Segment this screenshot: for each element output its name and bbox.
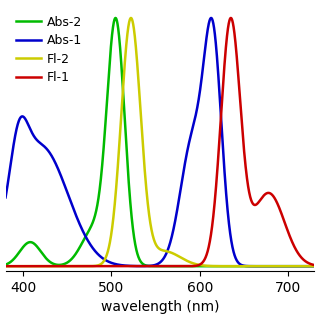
Abs-2 (4, 263, 7, 267)
X-axis label: wavelength (nm): wavelength (nm) (101, 300, 219, 315)
Fl-1 (313, 263, 316, 267)
Abs-1 (209, 16, 213, 20)
Fl-1 (273, 197, 277, 201)
Abs-1 (313, 264, 316, 268)
Abs-1 (307, 264, 310, 268)
Abs-1 (4, 196, 7, 199)
Fl-1 (39, 264, 43, 268)
Legend: Abs-2, Abs-1, Fl-2, Fl-1: Abs-2, Abs-1, Fl-2, Fl-1 (12, 12, 86, 88)
Fl-2 (122, 72, 126, 76)
Fl-2 (313, 264, 316, 268)
Line: Fl-2: Fl-2 (5, 18, 315, 266)
Fl-1 (307, 261, 310, 265)
Line: Abs-1: Abs-1 (5, 18, 315, 266)
Fl-2 (4, 264, 7, 268)
Fl-2 (39, 264, 43, 268)
Fl-1 (229, 16, 233, 20)
Abs-2 (57, 263, 61, 267)
Fl-2 (129, 16, 133, 20)
Fl-2 (273, 264, 277, 268)
Abs-2 (313, 264, 316, 268)
Abs-1 (135, 264, 139, 268)
Fl-2 (57, 264, 61, 268)
Abs-2 (136, 252, 140, 256)
Abs-2 (122, 107, 126, 110)
Abs-2 (273, 264, 277, 268)
Fl-1 (135, 264, 139, 268)
Abs-2 (114, 16, 117, 20)
Fl-2 (136, 65, 140, 69)
Fl-1 (57, 264, 61, 268)
Abs-2 (307, 264, 310, 268)
Abs-2 (39, 250, 43, 253)
Abs-1 (122, 264, 126, 268)
Fl-2 (307, 264, 310, 268)
Fl-1 (122, 264, 126, 268)
Abs-1 (39, 142, 43, 146)
Fl-1 (4, 264, 7, 268)
Abs-1 (273, 264, 277, 268)
Line: Fl-1: Fl-1 (5, 18, 315, 266)
Abs-1 (57, 169, 61, 173)
Line: Abs-2: Abs-2 (5, 18, 315, 266)
